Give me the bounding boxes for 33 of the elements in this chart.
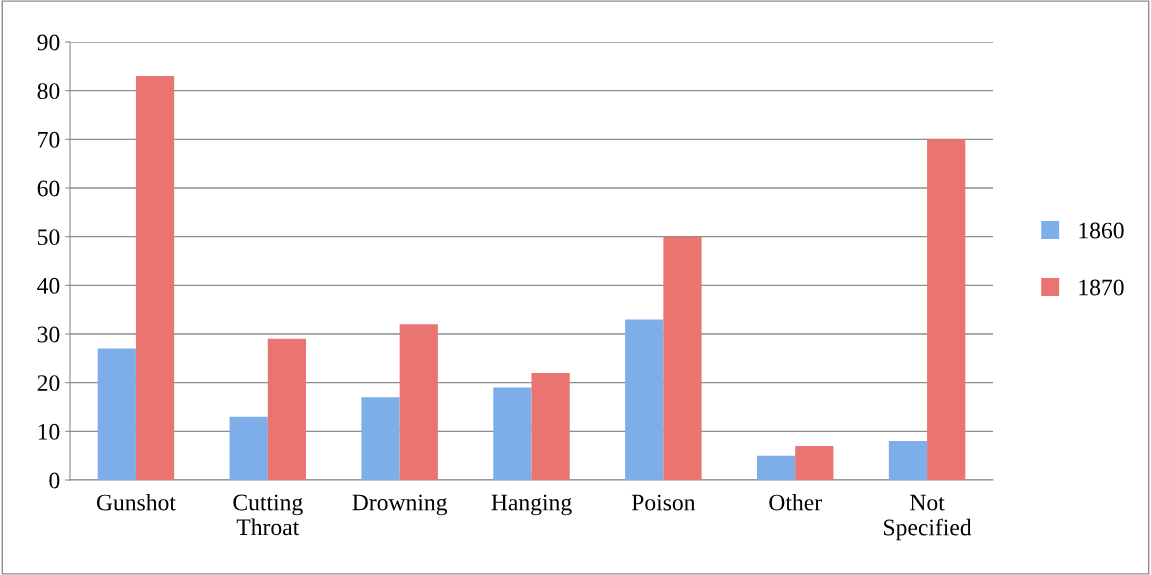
y-tick-label: 30 [37,326,60,343]
x-tick-label: Not Specified [884,494,972,541]
bar [267,338,307,480]
bar [927,139,966,480]
bar [229,416,268,480]
bar [663,236,702,480]
y-tick-label: 90 [37,34,60,51]
bar [135,76,175,480]
bar [756,455,796,480]
x-tick-label: Other [769,493,822,511]
y-tick-label: 70 [38,131,60,148]
bar [625,319,664,480]
bar [361,397,400,480]
y-tick-label: 10 [38,423,60,440]
x-tick-label: Drowning [352,494,448,516]
x-tick-label: Gunshot [96,493,176,511]
y-tick-label: 80 [37,83,60,100]
y-tick-label: 40 [37,277,60,294]
bar [493,387,532,480]
bar [531,372,570,480]
legend-label: 1860 [1079,222,1124,239]
x-tick-label: Cutting Throat [233,494,303,536]
legend-label: 1870 [1079,279,1124,296]
x-tick-label: Hanging [491,494,572,516]
x-tick-label: Poison [631,494,696,511]
bar [97,348,136,480]
bar [888,441,928,480]
y-tick-label: 20 [37,375,60,392]
bar [795,445,834,480]
y-tick-label: 50 [38,229,60,246]
bar [399,324,438,480]
y-tick-label: 60 [37,180,60,197]
y-tick-label: 0 [49,472,60,489]
